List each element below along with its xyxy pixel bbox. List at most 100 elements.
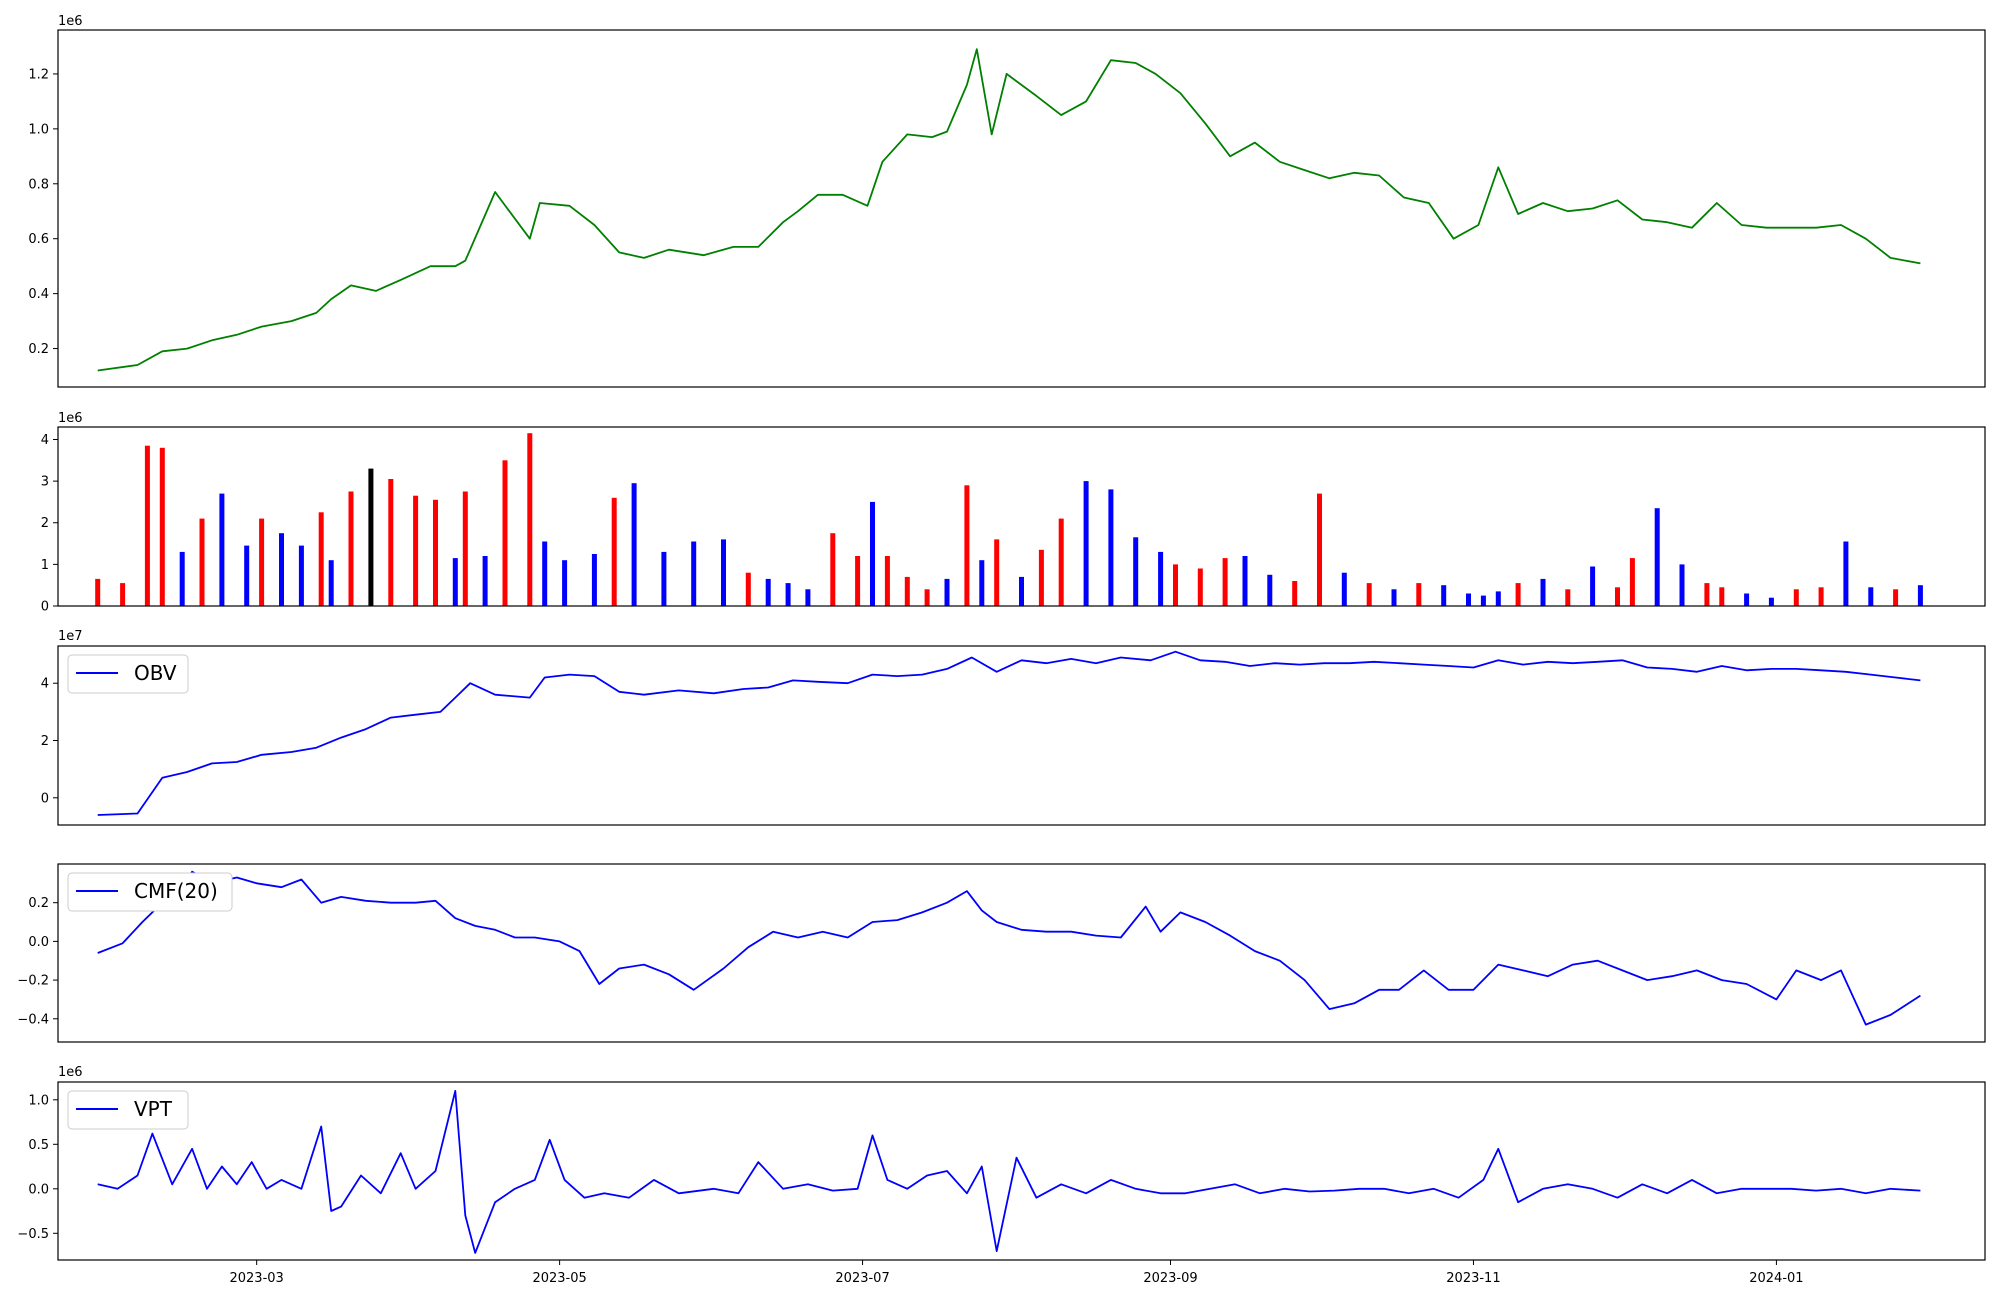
- cmf-plot-area: [97, 870, 1921, 1026]
- price-ytick-label: 1.2: [28, 67, 49, 82]
- cmf-axes-frame: [57, 863, 1986, 1043]
- cmf-ytick-label: 0.2: [28, 896, 49, 911]
- obv-plot-area: [97, 650, 1921, 816]
- volume-bar: [870, 501, 875, 606]
- vpt-legend-label: VPT: [134, 1097, 173, 1121]
- obv-axes-frame: [57, 645, 1986, 826]
- vpt-line: [97, 1090, 1921, 1254]
- volume-bar: [1366, 583, 1372, 606]
- volume-bar: [328, 560, 334, 606]
- vpt-x-axis: 2023-03 2023-05 2023-07 2023-09 2023-11 2024-…: [229, 1260, 1804, 1286]
- vpt-plot-area: [97, 1090, 1921, 1254]
- volume-bar: [1515, 583, 1521, 606]
- volume-bar: [1679, 564, 1685, 606]
- volume-bar: [1744, 593, 1750, 606]
- volume-bar: [1083, 481, 1089, 606]
- volume-bar: [1565, 589, 1571, 606]
- volume-bar: [1590, 566, 1596, 606]
- volume-bar: [1416, 583, 1422, 606]
- price-axes-frame: [57, 29, 1986, 388]
- volume-bar: [765, 578, 771, 606]
- obv-panel: 1e7 0 2 4 OBV: [41, 629, 1986, 826]
- cmf-panel: −0.4 −0.2 0.0 0.2 CMF(20): [17, 863, 1986, 1043]
- volume-bar: [1495, 591, 1501, 606]
- obv-scale-label: 1e7: [58, 629, 83, 644]
- price-ytick-label: 0.8: [28, 177, 49, 192]
- vpt-xtick-label: 2023-03: [229, 1271, 283, 1286]
- volume-bar: [1615, 587, 1620, 606]
- volume-bar: [368, 468, 374, 606]
- cmf-legend-label: CMF(20): [134, 879, 218, 903]
- volume-y-axis: 0 1 2 3 4: [41, 433, 58, 615]
- volume-bar: [1893, 589, 1899, 606]
- volume-bar: [388, 479, 394, 606]
- volume-ytick-label: 0: [41, 600, 49, 615]
- obv-line: [97, 650, 1921, 816]
- volume-bar: [179, 551, 185, 606]
- volume-scale-label: 1e6: [58, 411, 83, 426]
- vpt-xtick-label: 2023-09: [1143, 1271, 1197, 1286]
- volume-bar: [542, 541, 548, 606]
- volume-bar: [924, 589, 930, 606]
- volume-bar: [562, 560, 568, 606]
- vpt-y-axis: −0.5 0.0 0.5 1.0: [17, 1093, 58, 1242]
- price-panel: 1e6 0.2 0.4 0.6 0.8 1.0 1.2: [28, 14, 1986, 388]
- volume-bar: [1133, 537, 1139, 606]
- volume-bar: [944, 578, 950, 606]
- volume-bar: [661, 551, 667, 606]
- vpt-panel: 1e6 −0.50.00.51.0 2023-03 2023-05 2023-07 2…: [17, 1065, 1986, 1286]
- volume-bar: [1704, 583, 1710, 606]
- volume-bar: [318, 512, 324, 606]
- volume-bar: [1341, 572, 1347, 606]
- volume-bar: [855, 556, 861, 606]
- cmf-legend-box: [67, 872, 233, 912]
- price-y-axis: 0.2 0.4 0.6 0.8 1.0 1.2: [28, 67, 58, 357]
- volume-bar: [298, 545, 304, 606]
- vpt-ytick-label: 0.5: [28, 1138, 49, 1153]
- volume-bar: [1793, 589, 1799, 606]
- volume-bar: [1058, 518, 1064, 606]
- volume-bar: [527, 433, 533, 606]
- volume-bar: [259, 518, 265, 606]
- vpt-legend: VPT: [67, 1090, 189, 1130]
- volume-bar: [1629, 558, 1635, 606]
- price-line: [97, 48, 1921, 372]
- volume-bar: [279, 533, 284, 606]
- volume-bar: [1818, 587, 1824, 606]
- volume-bar: [1843, 541, 1849, 606]
- volume-bar: [219, 493, 225, 606]
- price-ytick-label: 0.2: [28, 342, 49, 357]
- vpt-xtick-label: 2023-05: [532, 1271, 586, 1286]
- cmf-legend: CMF(20): [67, 872, 233, 912]
- vpt-legend-box: [67, 1090, 189, 1130]
- volume-bar: [611, 497, 617, 606]
- volume-bar: [1480, 595, 1486, 606]
- volume-bar: [994, 539, 1000, 606]
- volume-bar: [348, 491, 354, 606]
- volume-bar: [1019, 576, 1024, 606]
- volume-bar: [413, 495, 419, 606]
- obv-legend-box: [67, 654, 189, 694]
- volume-bar: [1317, 493, 1322, 606]
- volume-bar: [244, 545, 250, 606]
- volume-bar: [1292, 581, 1298, 606]
- price-ytick-label: 0.4: [28, 287, 49, 302]
- volume-bar: [1197, 568, 1203, 606]
- volume-bar: [979, 560, 985, 606]
- volume-bar: [1441, 585, 1447, 606]
- volume-bar: [591, 554, 597, 606]
- vpt-ytick-label: −0.5: [17, 1227, 49, 1242]
- vpt-axes-frame: [57, 1081, 1986, 1261]
- volume-bar: [745, 572, 751, 606]
- volume-bar: [884, 556, 890, 606]
- volume-bar: [830, 533, 836, 606]
- price-scale-label: 1e6: [58, 14, 83, 29]
- volume-bar: [95, 578, 101, 606]
- obv-legend: OBV: [67, 654, 189, 694]
- volume-bar: [199, 518, 205, 606]
- cmf-line: [97, 870, 1921, 1026]
- cmf-ytick-label: −0.4: [17, 1012, 49, 1027]
- volume-bar: [433, 499, 438, 606]
- obv-y-axis: 0 2 4: [41, 677, 58, 806]
- volume-bar: [482, 556, 488, 606]
